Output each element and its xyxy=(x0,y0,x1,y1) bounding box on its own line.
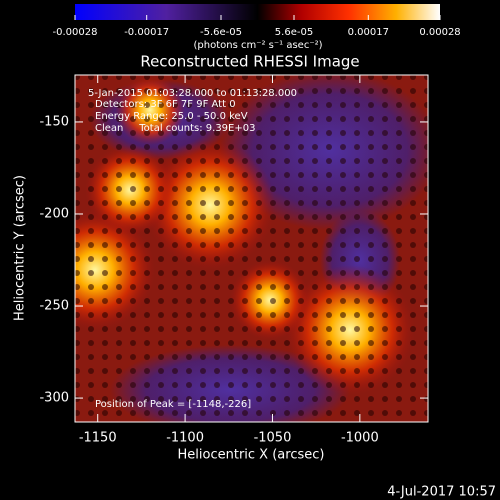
colorbar-tick-label: 5.6e-05 xyxy=(275,27,313,38)
x-tick-label: -1000 xyxy=(341,431,379,446)
colorbar-tick-label: -0.00017 xyxy=(124,27,169,38)
annotation: Clean Total counts: 9.39E+03 xyxy=(95,123,255,134)
chart-title: Reconstructed RHESSI Image xyxy=(140,53,359,71)
plot-frame xyxy=(74,74,429,423)
y-tick-label: -250 xyxy=(39,299,69,314)
colorbar-tick-label: -5.6e-05 xyxy=(200,27,242,38)
colorbar-label: (photons cm⁻² s⁻¹ asec⁻²) xyxy=(193,40,322,51)
annotation: 5-Jan-2015 01:03:28.000 to 01:13:28.000 xyxy=(88,88,297,99)
y-tick-label: -150 xyxy=(39,114,69,129)
x-tick-label: -1100 xyxy=(166,431,204,446)
y-axis-label: Heliocentric Y (arcsec) xyxy=(13,175,28,321)
colorbar-tick-label: 0.00028 xyxy=(419,27,460,38)
annotation: Energy Range: 25.0 - 50.0 keV xyxy=(95,111,248,122)
x-tick-label: -1050 xyxy=(254,431,292,446)
colorbar-tick-label: 0.00017 xyxy=(348,27,389,38)
colorbar xyxy=(75,4,440,20)
x-tick-label: -1150 xyxy=(79,431,117,446)
annotations: 5-Jan-2015 01:03:28.000 to 01:13:28.000 … xyxy=(88,88,297,410)
colorbar-tick-label: -0.00028 xyxy=(53,27,98,38)
timestamp: 4-Jul-2017 10:57 xyxy=(387,485,496,500)
x-axis-label: Heliocentric X (arcsec) xyxy=(178,448,325,463)
axes: -1150 -1100 -1050 -1000 -150 -200 -250 -300 xyxy=(39,75,428,446)
colorbar-ticks: -0.00028 -0.00017 -5.6e-05 5.6e-05 0.00017 0.… xyxy=(53,15,461,38)
y-tick-label: -200 xyxy=(39,206,69,221)
y-tick-label: -300 xyxy=(39,391,69,406)
peak-label: Position of Peak = [-1148,-226] xyxy=(95,399,251,410)
image xyxy=(75,75,428,422)
annotation: Detectors: 3F 6F 7F 9F Att 0 xyxy=(95,99,236,110)
